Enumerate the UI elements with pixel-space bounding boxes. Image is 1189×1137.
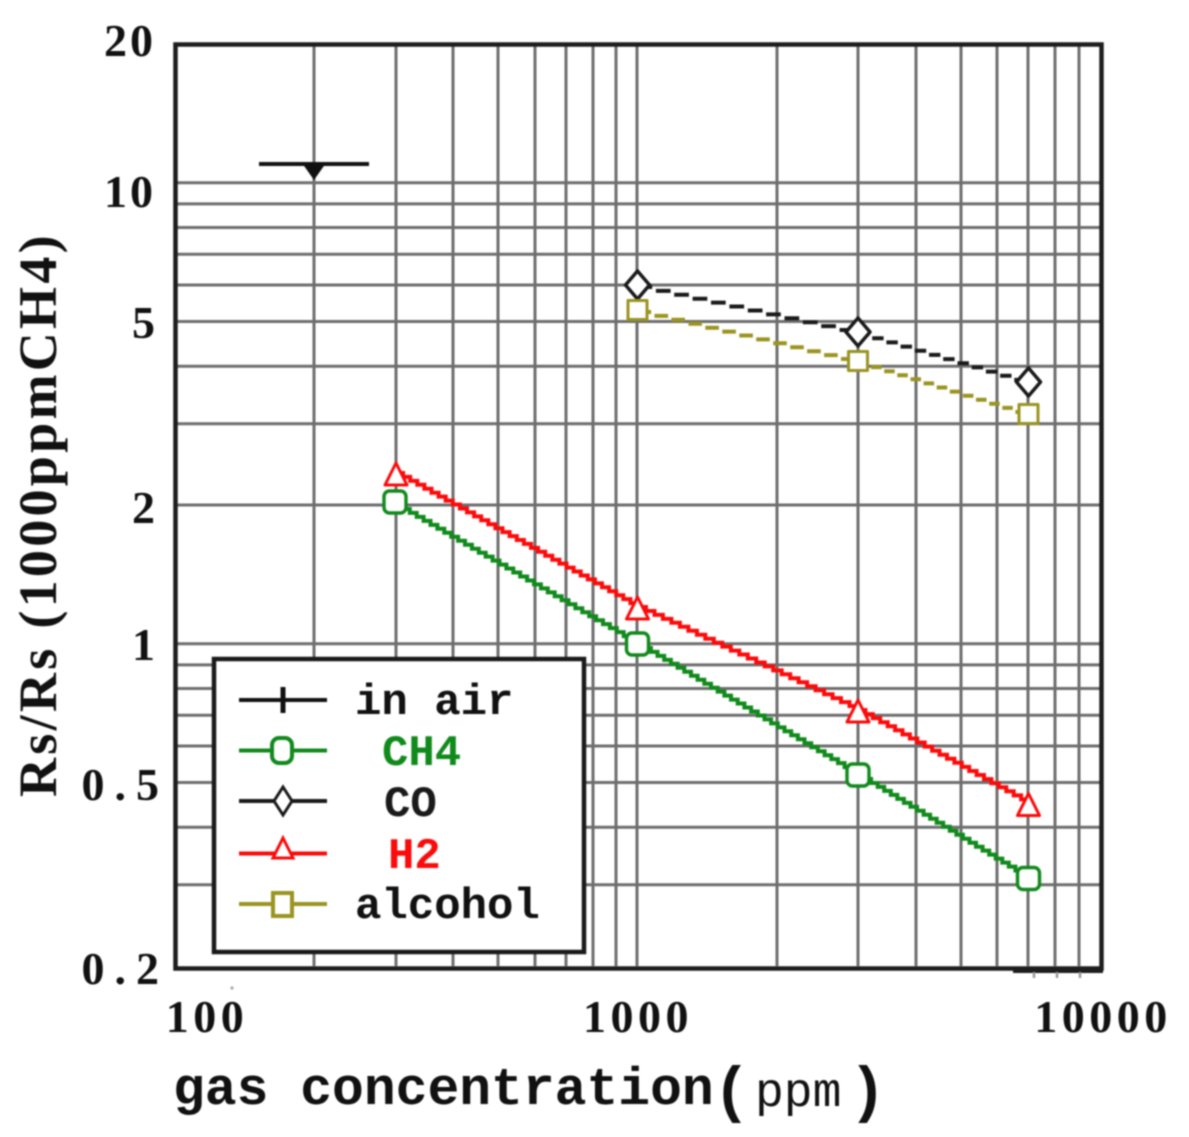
svg-text:CH4: CH4: [382, 729, 461, 779]
svg-text:Rs/Rs (1000ppmCH4): Rs/Rs (1000ppmCH4): [8, 232, 68, 797]
svg-text:0.5: 0.5: [82, 759, 170, 810]
svg-text:gas concentration: gas concentration: [173, 1060, 714, 1120]
svg-text:): ): [849, 1058, 886, 1129]
svg-text:100: 100: [166, 991, 249, 1042]
svg-text:alcohol: alcohol: [355, 882, 540, 932]
svg-text:20: 20: [104, 15, 156, 66]
svg-text:10: 10: [104, 166, 156, 217]
svg-text:H2: H2: [388, 832, 441, 882]
svg-text:1000: 1000: [583, 991, 693, 1042]
svg-text:in air: in air: [355, 678, 513, 728]
svg-text:CO: CO: [384, 780, 437, 830]
svg-text:1: 1: [132, 619, 155, 670]
svg-text:0.2: 0.2: [82, 943, 170, 994]
svg-text:(: (: [713, 1058, 750, 1129]
svg-text:ppm: ppm: [755, 1067, 841, 1121]
svg-text:2: 2: [132, 482, 155, 533]
svg-text:5: 5: [132, 297, 155, 348]
svg-text:10000: 10000: [1034, 991, 1172, 1042]
